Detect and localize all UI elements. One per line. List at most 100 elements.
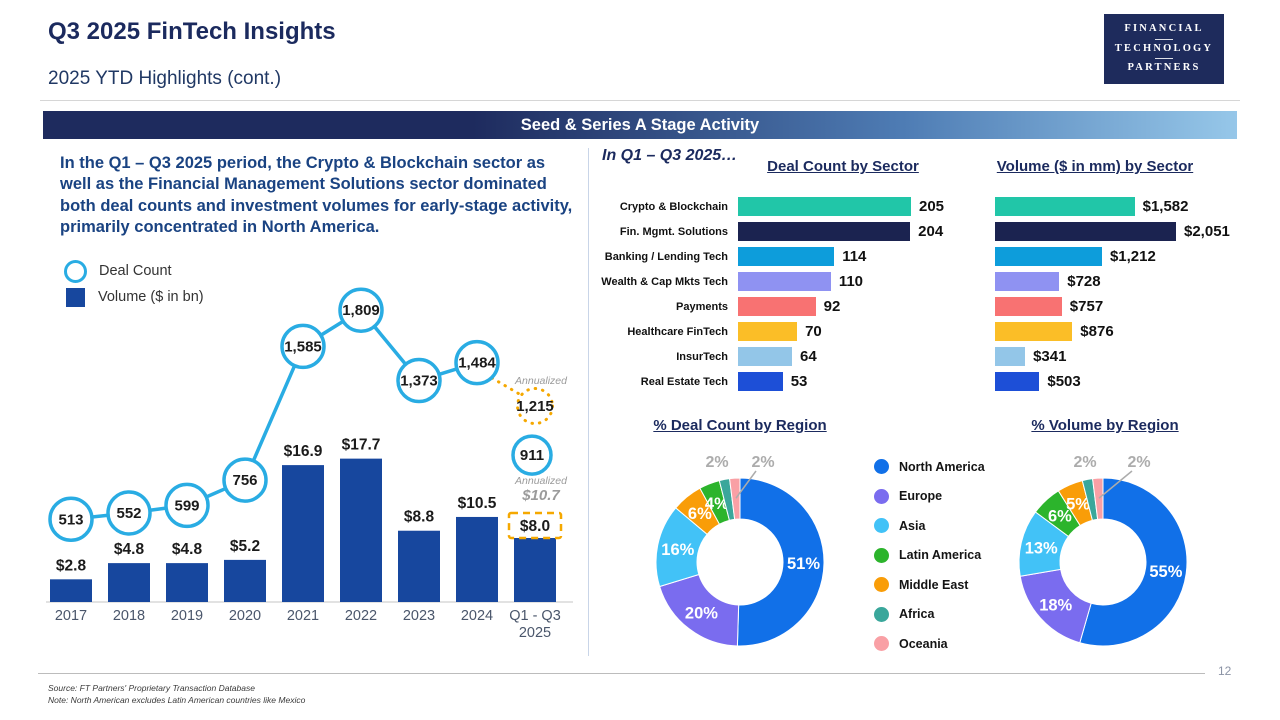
volume-bar (166, 563, 208, 602)
donut-slice-label: 5% (1066, 496, 1090, 514)
logo-separator (1155, 38, 1173, 40)
sector-value: 92 (823, 298, 841, 315)
deal-count-point (511, 434, 553, 476)
deal-count-point (106, 490, 152, 536)
sector-bar (738, 322, 798, 341)
x-axis-label: 2020 (228, 608, 262, 624)
logo-separator (1155, 58, 1173, 60)
sector-row: $876 (995, 319, 1230, 344)
donut-outside-label: 2% (1127, 454, 1150, 471)
footer-divider (38, 673, 1205, 674)
sector-bar (738, 372, 783, 391)
sector-row: Wealth & Cap Mkts Tech 110 (600, 269, 944, 294)
sector-row: Crypto & Blockchain 205 (600, 194, 944, 219)
section-banner: Seed & Series A Stage Activity (43, 111, 1237, 139)
volume-bar (456, 516, 498, 602)
sector-value: 53 (790, 373, 808, 390)
sector-value: $1,212 (1109, 248, 1156, 265)
donut-leader-line (735, 470, 757, 499)
region-legend-label: Asia (899, 518, 926, 533)
deal-count-marker-icon (64, 259, 87, 283)
sector-label: Real Estate Tech (640, 375, 728, 388)
annualized-volume-box (507, 511, 563, 540)
deal-count-point (454, 339, 500, 386)
region-legend-item: North America (874, 452, 985, 482)
annualized-deal-count-point (516, 387, 554, 426)
sector-bar (995, 197, 1135, 216)
region-legend-label: North America (899, 459, 985, 474)
region-legend-item: Asia (874, 511, 985, 541)
deal-count-point-label: 756 (232, 472, 257, 489)
volume-by-region-donut: 55% 18% 13% 6%5% 2% 2% (1018, 454, 1188, 647)
sector-row: $1,212 (995, 244, 1230, 269)
sector-row: $503 (995, 369, 1230, 394)
sector-value: 110 (838, 273, 864, 290)
volume-bar-label: $17.7 (342, 437, 381, 454)
volume-by-sector-chart: $1,582 $2,051 $1,212 $728 $757 $876 $341 $503 (995, 194, 1230, 394)
sector-value: 114 (842, 248, 867, 265)
region-legend-item: Latin America (874, 541, 985, 571)
region-legend-label: Oceania (899, 636, 948, 651)
sector-value: $876 (1080, 323, 1114, 340)
sector-bar (738, 272, 831, 291)
sector-value: 70 (805, 323, 822, 340)
logo-line-1: FINANCIAL (1124, 23, 1204, 35)
deal-count-point (48, 496, 94, 543)
volume-marker-icon (66, 287, 85, 307)
volume-bar-label: $4.8 (172, 541, 203, 558)
deal-count-by-sector-title: Deal Count by Sector (767, 158, 919, 175)
sector-bar (995, 272, 1060, 291)
annualized-note: Annualized (514, 375, 568, 387)
sector-value: $757 (1069, 298, 1104, 315)
annualized-leader-line (490, 376, 523, 397)
right-panel-heading: In Q1 – Q3 2025… (602, 147, 738, 164)
sector-bar (995, 372, 1040, 391)
sector-row: Healthcare FinTech 70 (600, 319, 944, 344)
donut-slice-label: 4% (705, 495, 729, 513)
deal-count-point-label: 1,809 (342, 302, 380, 319)
region-legend-item: Africa (874, 600, 985, 630)
sector-bar (738, 197, 911, 216)
deal-count-point-label: 552 (116, 505, 141, 522)
sector-label: Payments (676, 300, 728, 313)
volume-bar (108, 563, 150, 602)
region-legend-item: Oceania (874, 629, 985, 659)
region-legend-item: Middle East (874, 570, 985, 600)
sector-value: $728 (1067, 273, 1101, 290)
region-color-icon (874, 459, 889, 475)
region-legend-label: Europe (899, 489, 943, 504)
sector-value: 204 (918, 223, 944, 240)
region-color-icon (874, 636, 889, 652)
volume-bar-label: $10.5 (458, 495, 497, 512)
volume-bar (282, 465, 324, 602)
legend-label: Deal Count (99, 263, 172, 279)
region-color-icon (874, 488, 889, 504)
footer-notes: Source: FT Partners' Proprietary Transac… (48, 682, 305, 707)
legend-item-deal-count: Deal Count (64, 258, 204, 284)
page-title: Q3 2025 FinTech Insights (48, 18, 336, 45)
footer-source: Source: FT Partners' Proprietary Transac… (48, 683, 255, 693)
volume-by-region-title: % Volume by Region (1031, 417, 1179, 434)
sector-value: $503 (1047, 373, 1081, 390)
sector-label: Fin. Mgmt. Solutions (619, 225, 728, 238)
sector-row: Real Estate Tech 53 (600, 369, 944, 394)
donut-slice-label: 20% (685, 604, 718, 622)
donut-leader-line (1098, 470, 1133, 499)
sector-label: Wealth & Cap Mkts Tech (601, 275, 728, 288)
volume-bar-label: $16.9 (284, 443, 323, 460)
logo-line-3: PARTNERS (1127, 62, 1201, 74)
x-axis-label: 2023 (402, 608, 436, 624)
ft-partners-logo: FINANCIAL TECHNOLOGY PARTNERS (1104, 14, 1224, 84)
panel-divider (588, 148, 589, 656)
volume-bar-label: $8.8 (404, 509, 435, 526)
donut-slice-north-america (736, 477, 825, 647)
x-axis-label: 2017 (54, 608, 88, 624)
volume-bar (514, 537, 556, 602)
sector-value: $1,582 (1142, 198, 1189, 215)
volume-bar-label: $2.8 (56, 557, 87, 574)
sector-label: InsurTech (676, 350, 728, 363)
region-legend-item: Europe (874, 482, 985, 512)
x-axis-label: Q1 - Q3 2025 (509, 608, 561, 641)
deal-count-point (222, 457, 268, 503)
